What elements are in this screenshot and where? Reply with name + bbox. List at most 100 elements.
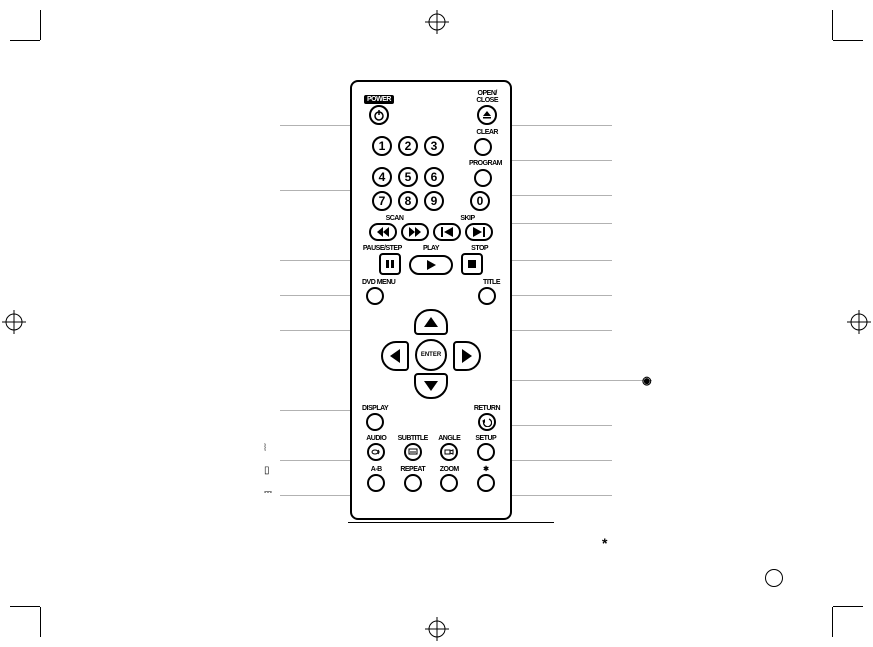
ab-label: A-B: [359, 466, 393, 473]
title-label: TITLE: [483, 279, 500, 286]
num-7-button[interactable]: 7: [372, 191, 392, 211]
audio-button[interactable]: [367, 443, 385, 461]
play-label: PLAY: [408, 245, 454, 252]
skip-prev-icon: [440, 227, 454, 237]
fastfwd-icon: [408, 227, 422, 237]
return-label: RETURN: [474, 405, 500, 412]
num-0-button[interactable]: 0: [470, 191, 490, 211]
stop-icon: [468, 260, 476, 268]
dpad-right-button[interactable]: [453, 341, 481, 371]
skip-back-button[interactable]: [433, 223, 461, 241]
leader-line: [280, 460, 360, 461]
setup-label: SETUP: [469, 435, 503, 442]
star-button[interactable]: [477, 474, 495, 492]
return-icon: [482, 417, 492, 427]
open-close-button[interactable]: [477, 105, 497, 125]
dpad-left-button[interactable]: [381, 341, 409, 371]
leader-line: [512, 295, 612, 296]
leader-line: [280, 495, 360, 496]
power-label: POWER: [364, 95, 394, 104]
scan-label: SCAN: [365, 215, 425, 222]
zoom-button[interactable]: [440, 474, 458, 492]
leader-line: [502, 460, 612, 461]
display-label: DISPLAY: [362, 405, 388, 412]
play-icon: [427, 260, 436, 270]
leader-line: [512, 330, 612, 331]
leader-line: [502, 495, 612, 496]
asterisk-note: *: [602, 535, 607, 551]
skip-next-icon: [472, 227, 486, 237]
return-button[interactable]: [478, 413, 496, 431]
registration-mark-top: [425, 10, 449, 34]
open-close-group: OPEN/ CLOSE: [476, 90, 498, 125]
crop-mark: [832, 10, 833, 40]
num-2-button[interactable]: 2: [398, 136, 418, 156]
pause-step-label: PAUSE/STEP: [359, 245, 405, 252]
dvd-menu-label: DVD MENU: [362, 279, 395, 286]
bullet-icon: ◉: [642, 374, 652, 387]
leader-line: [280, 330, 350, 331]
leader-line: [512, 125, 612, 126]
repeat-button[interactable]: [404, 474, 422, 492]
display-button[interactable]: [366, 413, 384, 431]
power-icon: [373, 109, 385, 121]
subtitle-icon: [408, 448, 418, 456]
arrow-up-icon: [424, 317, 438, 327]
leader-line: [512, 223, 612, 224]
title-button[interactable]: [478, 287, 496, 305]
dpad-up-button[interactable]: [414, 309, 448, 335]
leader-line: [280, 125, 350, 126]
registration-mark-right: [847, 310, 871, 334]
crop-mark: [40, 10, 41, 40]
num-9-button[interactable]: 9: [424, 191, 444, 211]
audio-icon: [371, 448, 381, 456]
subtitle-label: SUBTITLE: [396, 435, 430, 442]
leader-line: [512, 425, 612, 426]
battery-section-rule: [348, 522, 554, 523]
dvd-menu-button[interactable]: [366, 287, 384, 305]
crop-mark: [10, 40, 40, 41]
enter-button[interactable]: ENTER: [415, 339, 447, 371]
crop-mark: [833, 40, 863, 41]
registration-mark-left: [2, 310, 26, 334]
skip-fwd-button[interactable]: [465, 223, 493, 241]
open-close-label: OPEN/ CLOSE: [476, 90, 498, 104]
dpad: ENTER: [371, 309, 491, 399]
power-button[interactable]: [369, 105, 389, 125]
num-8-button[interactable]: 8: [398, 191, 418, 211]
remote-control: POWER OPEN/ CLOSE CLEAR 1 2 3 PROGRAM 4 …: [350, 80, 512, 520]
clear-label: CLEAR: [476, 129, 498, 136]
zoom-label: ZOOM: [432, 466, 466, 473]
program-button[interactable]: [474, 169, 492, 187]
glyph-icon: ⎓: [264, 487, 272, 498]
leader-line: [512, 260, 612, 261]
scan-fwd-button[interactable]: [401, 223, 429, 241]
star-label: ✱: [469, 465, 503, 473]
repeat-label: REPEAT: [396, 466, 430, 473]
crop-mark: [833, 606, 863, 607]
skip-label: SKIP: [438, 215, 498, 222]
num-3-button[interactable]: 3: [424, 136, 444, 156]
power-group: POWER: [364, 95, 394, 125]
angle-button[interactable]: [440, 443, 458, 461]
dpad-down-button[interactable]: [414, 373, 448, 399]
setup-button[interactable]: [477, 443, 495, 461]
num-5-button[interactable]: 5: [398, 167, 418, 187]
scan-back-button[interactable]: [369, 223, 397, 241]
audio-label: AUDIO: [359, 435, 393, 442]
num-6-button[interactable]: 6: [424, 167, 444, 187]
crop-mark: [832, 607, 833, 637]
arrow-left-icon: [390, 349, 400, 363]
play-button[interactable]: [409, 255, 453, 275]
angle-label: ANGLE: [432, 435, 466, 442]
crop-mark: [40, 607, 41, 637]
num-4-button[interactable]: 4: [372, 167, 392, 187]
stop-button[interactable]: [461, 253, 483, 275]
leader-line: [280, 190, 350, 191]
clear-button[interactable]: [474, 138, 492, 156]
leader-line: [512, 195, 612, 196]
pause-button[interactable]: [379, 253, 401, 275]
num-1-button[interactable]: 1: [372, 136, 392, 156]
subtitle-button[interactable]: [404, 443, 422, 461]
ab-button[interactable]: [367, 474, 385, 492]
